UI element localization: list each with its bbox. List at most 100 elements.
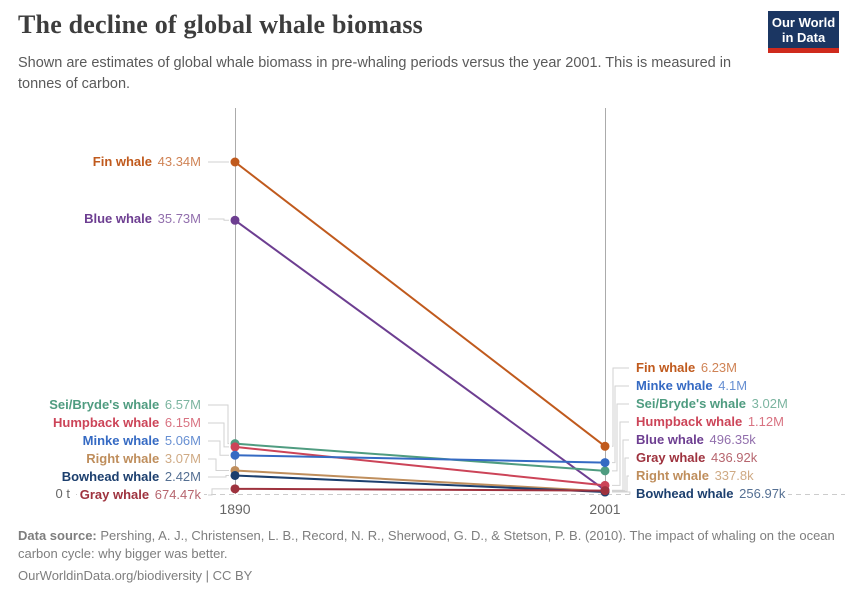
point-1890-blue-whale[interactable] [230, 215, 240, 225]
series-name: Fin whale [92, 154, 152, 169]
point-1890-gray-whale[interactable] [230, 484, 240, 494]
label-connector-right-sei-bryde-s-whale [612, 403, 629, 472]
label-connector-right-fin-whale [612, 367, 629, 447]
slope-line-blue-whale [234, 219, 606, 492]
series-label-right-right-whale[interactable]: Right whale 337.8k [633, 467, 757, 484]
label-connector-left-minke-whale [208, 440, 229, 456]
point-2001-right-whale[interactable] [600, 486, 610, 496]
series-value: 337.8k [714, 468, 754, 483]
series-value: 2.42M [164, 469, 201, 484]
slope-line-bowhead-whale [234, 474, 606, 494]
data-source-text: Pershing, A. J., Christensen, L. B., Rec… [18, 528, 835, 561]
series-value: 6.15M [164, 415, 201, 430]
data-source-prefix: Data source: [18, 528, 97, 543]
label-connector-left-right-whale [208, 458, 229, 471]
series-name: Sei/Bryde's whale [636, 396, 747, 411]
series-name: Right whale [86, 451, 160, 466]
series-label-left-right-whale[interactable]: Right whale 3.07M [83, 450, 204, 467]
slope-line-sei-bryde-s-whale [234, 442, 606, 472]
series-name: Blue whale [636, 432, 704, 447]
series-value: 35.73M [157, 211, 201, 226]
series-label-left-humpback-whale[interactable]: Humpback whale 6.15M [50, 414, 204, 431]
series-value: 496.35k [709, 432, 756, 447]
footer: Data source: Pershing, A. J., Christense… [18, 527, 838, 585]
label-connector-right-minke-whale [612, 385, 629, 464]
series-name: Blue whale [84, 211, 152, 226]
series-name: Humpback whale [636, 414, 743, 429]
label-connector-left-bowhead-whale [208, 474, 229, 478]
label-connector-left-blue-whale [208, 218, 229, 221]
label-connector-right-right-whale [612, 475, 629, 492]
series-name: Fin whale [636, 360, 696, 375]
series-value: 436.92k [711, 450, 758, 465]
series-value: 4.1M [718, 378, 748, 393]
point-2001-minke-whale[interactable] [600, 458, 610, 468]
y-axis-zero-label: 0 t [36, 486, 73, 501]
series-label-right-gray-whale[interactable]: Gray whale 436.92k [633, 449, 761, 466]
series-label-right-blue-whale[interactable]: Blue whale 496.35k [633, 431, 759, 448]
series-label-left-gray-whale[interactable]: Gray whale 674.47k [76, 486, 204, 503]
owid-logo[interactable]: Our World in Data [768, 11, 839, 53]
series-label-left-sei-bryde-s-whale[interactable]: Sei/Bryde's whale 6.57M [46, 396, 204, 413]
data-source-note: Data source: Pershing, A. J., Christense… [18, 527, 838, 562]
x-tick-2001: 2001 [589, 501, 621, 517]
series-value: 256.97k [739, 486, 786, 501]
series-name: Gray whale [636, 450, 706, 465]
series-label-right-minke-whale[interactable]: Minke whale 4.1M [633, 377, 751, 394]
series-label-left-blue-whale[interactable]: Blue whale 35.73M [81, 210, 204, 227]
series-value: 6.57M [164, 397, 201, 412]
series-label-right-sei-bryde-s-whale[interactable]: Sei/Bryde's whale 3.02M [633, 395, 791, 412]
chart-subtitle: Shown are estimates of global whale biom… [18, 55, 732, 92]
label-connector-left-gray-whale [208, 488, 229, 496]
series-label-right-fin-whale[interactable]: Fin whale 6.23M [633, 359, 740, 376]
series-value: 5.06M [164, 433, 201, 448]
label-connector-right-humpback-whale [612, 421, 629, 486]
slope-line-gray-whale [234, 487, 606, 492]
series-label-left-fin-whale[interactable]: Fin whale 43.34M [89, 153, 204, 170]
point-2001-sei-bryde-s-whale[interactable] [600, 466, 610, 476]
series-label-left-bowhead-whale[interactable]: Bowhead whale 2.42M [58, 468, 204, 485]
slope-line-minke-whale [234, 454, 606, 464]
series-name: Minke whale [636, 378, 713, 393]
point-1890-minke-whale[interactable] [230, 450, 240, 460]
point-2001-gray-whale[interactable] [600, 486, 610, 496]
slope-line-right-whale [234, 469, 606, 493]
point-1890-humpback-whale[interactable] [230, 442, 240, 452]
chart-title: The decline of global whale biomass [18, 10, 423, 39]
point-1890-bowhead-whale[interactable] [230, 470, 240, 480]
series-value: 3.02M [751, 396, 788, 411]
label-connector-left-sei-bryde-s-whale [208, 404, 229, 445]
point-1890-sei-bryde-s-whale[interactable] [230, 439, 240, 449]
label-connector-right-bowhead-whale [612, 491, 631, 495]
point-2001-fin-whale[interactable] [600, 441, 610, 451]
license-link[interactable]: OurWorldinData.org/biodiversity | CC BY [18, 568, 253, 583]
series-label-right-bowhead-whale[interactable]: Bowhead whale 256.97k [633, 485, 789, 502]
series-name: Bowhead whale [61, 469, 160, 484]
point-2001-bowhead-whale[interactable] [600, 487, 610, 497]
slope-line-fin-whale [234, 161, 606, 448]
series-name: Gray whale [79, 487, 150, 502]
slope-line-humpback-whale [234, 445, 606, 487]
series-name: Bowhead whale [636, 486, 734, 501]
point-1890-right-whale[interactable] [230, 465, 240, 475]
logo-line2: in Data [781, 29, 826, 45]
point-2001-blue-whale[interactable] [600, 485, 610, 495]
logo-line1: Our World [771, 14, 836, 30]
series-value: 6.23M [700, 360, 737, 375]
point-1890-fin-whale[interactable] [230, 157, 240, 167]
series-name: Sei/Bryde's whale [49, 397, 160, 412]
label-connector-right-blue-whale [612, 439, 629, 491]
series-value: 3.07M [164, 451, 201, 466]
series-value: 1.12M [747, 414, 784, 429]
label-connector-right-gray-whale [612, 457, 629, 492]
series-name: Minke whale [82, 433, 160, 448]
series-value: 674.47k [154, 487, 201, 502]
series-name: Humpback whale [53, 415, 160, 430]
series-name: Right whale [636, 468, 709, 483]
x-tick-1890: 1890 [219, 501, 251, 517]
point-2001-humpback-whale[interactable] [600, 480, 610, 490]
series-label-left-minke-whale[interactable]: Minke whale 5.06M [79, 432, 204, 449]
series-label-right-humpback-whale[interactable]: Humpback whale 1.12M [633, 413, 787, 430]
